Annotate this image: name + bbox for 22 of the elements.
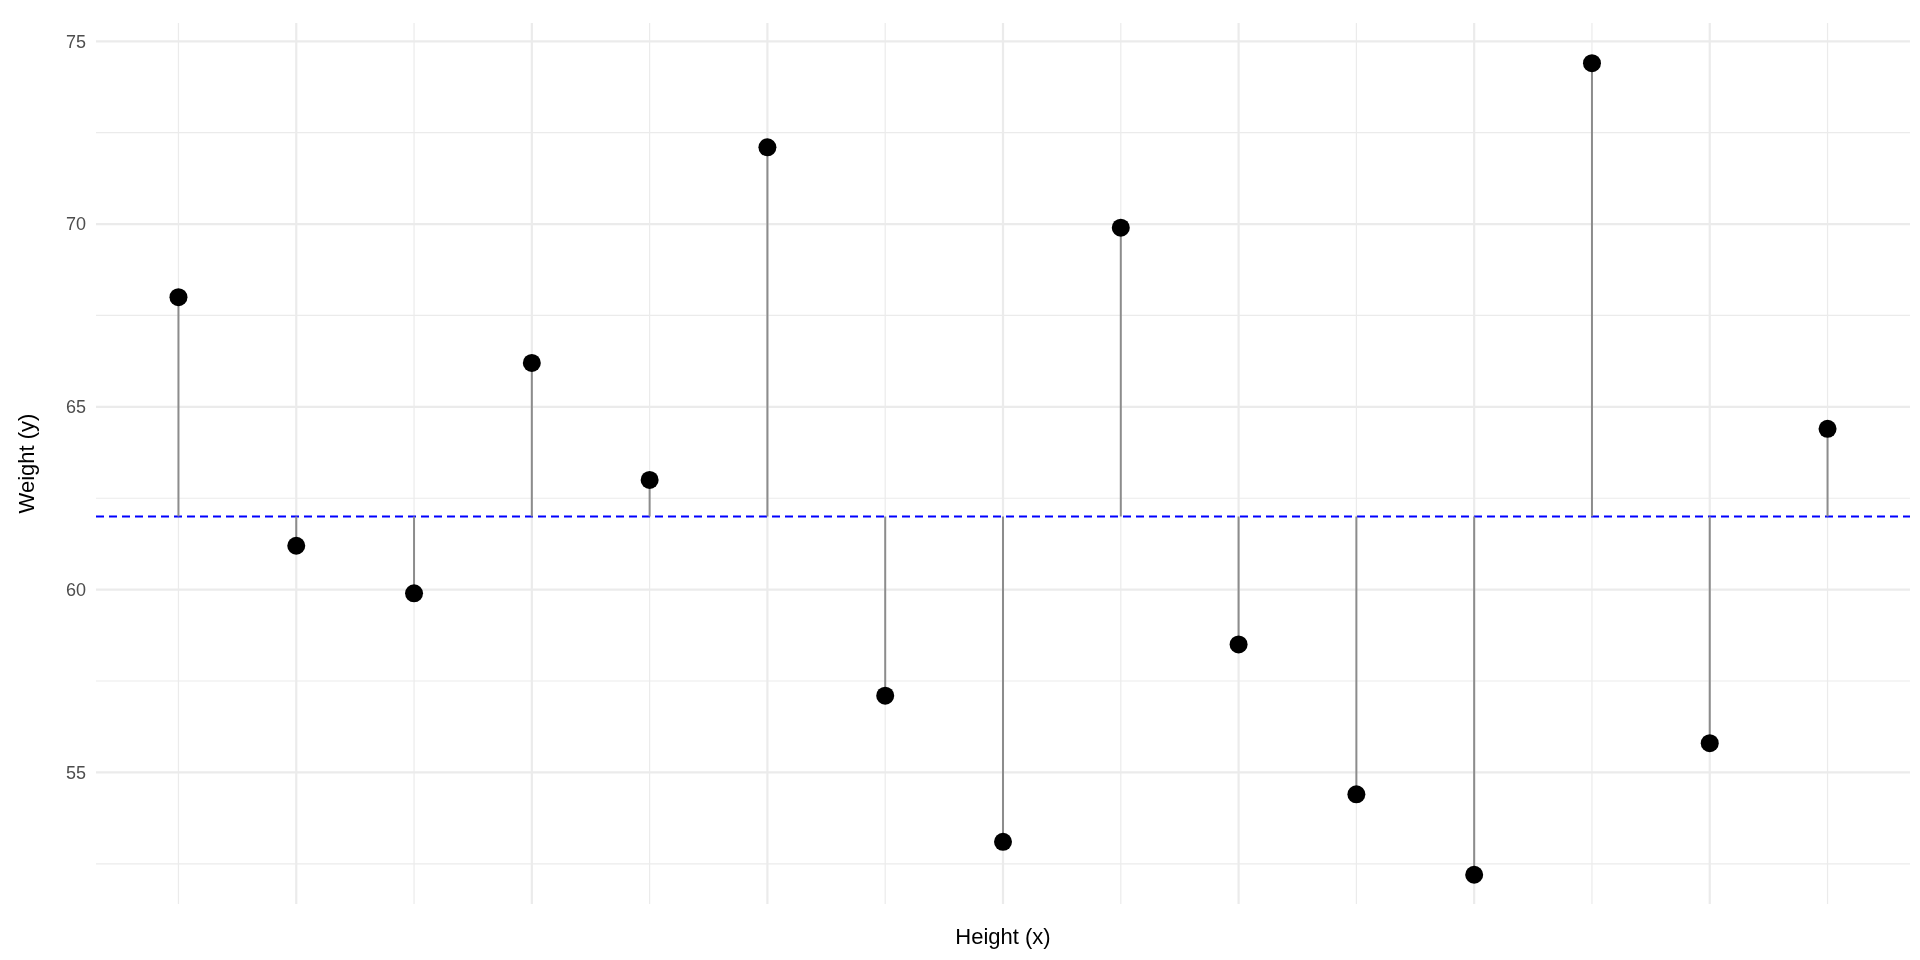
y-tick-label: 75 xyxy=(65,31,86,52)
point xyxy=(1347,785,1366,804)
point xyxy=(758,138,777,157)
point xyxy=(522,353,541,372)
y-tick-label: 65 xyxy=(65,397,86,418)
point xyxy=(994,832,1012,851)
point xyxy=(405,584,424,603)
point xyxy=(1700,734,1719,753)
y-tick-label: 70 xyxy=(65,214,86,235)
point xyxy=(876,686,895,705)
point xyxy=(1229,635,1248,654)
point xyxy=(1111,218,1130,237)
x-axis-title: Height (x) xyxy=(955,924,1051,949)
y-tick-label: 55 xyxy=(65,762,86,783)
y-tick-label: 60 xyxy=(65,579,86,600)
point xyxy=(1818,419,1837,438)
point xyxy=(287,536,306,555)
point xyxy=(1465,865,1484,884)
point xyxy=(1582,54,1601,73)
y-axis-title: Weight (y) xyxy=(14,413,39,514)
point xyxy=(169,288,188,307)
point xyxy=(640,470,659,489)
